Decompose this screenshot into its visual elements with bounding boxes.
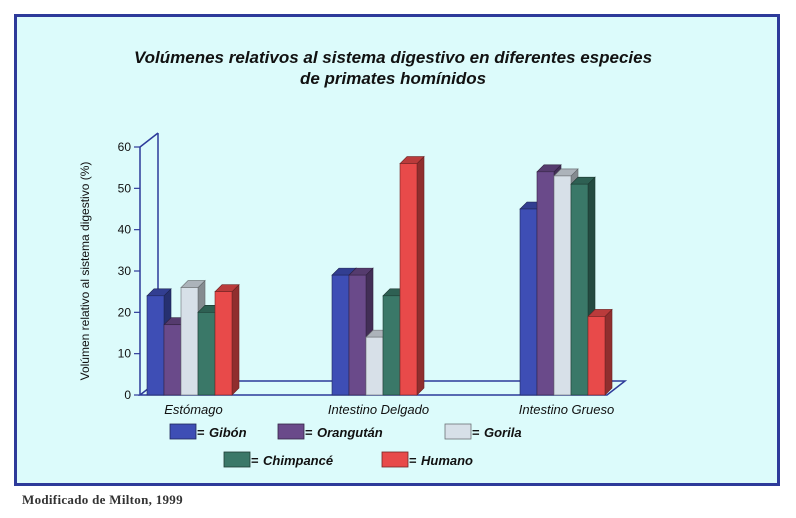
bar [163, 324, 182, 396]
bar [382, 295, 401, 396]
bar [348, 274, 367, 396]
bar [197, 312, 216, 396]
y-axis-label: Volúmen relativo al sistema digestivo (%… [78, 162, 92, 381]
bar [214, 291, 233, 396]
bar [587, 316, 606, 396]
legend-separator: = [472, 425, 480, 440]
legend-separator: = [409, 453, 417, 468]
legend-label: Gorila [484, 425, 522, 440]
side-wall-top [139, 132, 159, 148]
legend-swatch [381, 451, 409, 468]
y-tick-label: 10 [118, 347, 132, 361]
bar [180, 287, 199, 396]
legend-separator: = [251, 453, 259, 468]
bar [146, 295, 165, 396]
chart: Volúmenes relativos al sistema digestivo… [78, 48, 652, 468]
legend-label: Chimpancé [263, 453, 333, 468]
bar [570, 183, 589, 396]
legend-swatch [444, 423, 472, 440]
legend-swatch [223, 451, 251, 468]
y-tick-label: 0 [124, 388, 131, 402]
legend-label: Orangután [317, 425, 383, 440]
bar [519, 208, 538, 396]
bar [399, 163, 418, 396]
legend-separator: = [197, 425, 205, 440]
x-category-label: Estómago [164, 402, 223, 417]
source-note: Modificado de Milton, 1999 [22, 492, 183, 507]
y-tick-label: 20 [118, 305, 132, 319]
chart-title-line2: de primates homínidos [300, 69, 486, 88]
legend-separator: = [305, 425, 313, 440]
x-category-label: Intestino Delgado [328, 402, 429, 417]
bar [365, 336, 384, 396]
chart-panel: Volúmenes relativos al sistema digestivo… [14, 14, 780, 486]
chart-title: Volúmenes relativos al sistema digestivo… [134, 48, 652, 67]
y-tick-label: 30 [118, 264, 132, 278]
legend-label: Gibón [209, 425, 247, 440]
bar-side [231, 283, 240, 396]
bar-side [416, 155, 425, 396]
legend-label: Humano [421, 453, 473, 468]
legend-swatch [277, 423, 305, 440]
y-tick-label: 60 [118, 140, 132, 154]
bar-side [604, 308, 613, 396]
bar [536, 171, 555, 396]
x-category-label: Intestino Grueso [519, 402, 614, 417]
y-tick-label: 40 [118, 223, 132, 237]
y-tick-label: 50 [118, 181, 132, 195]
bar [553, 175, 572, 396]
legend-swatch [169, 423, 197, 440]
bar [331, 274, 350, 396]
